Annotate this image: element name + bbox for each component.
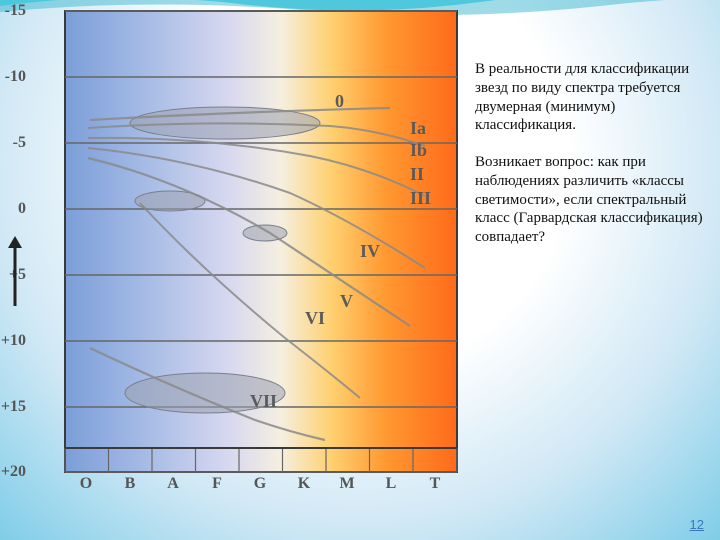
slide: -15 -10 -5 0 +5 +10 +15 +20 O B A F G K … xyxy=(0,0,720,540)
x-tick-label: K xyxy=(295,475,313,493)
paragraph-2: Возникает вопрос: как при наблюдениях ра… xyxy=(475,153,705,247)
x-tick-label: M xyxy=(338,475,356,493)
y-tick-label: +15 xyxy=(1,398,26,416)
hr-diagram: -15 -10 -5 0 +5 +10 +15 +20 O B A F G K … xyxy=(30,8,460,503)
x-tick-label: T xyxy=(426,475,444,493)
y-tick-label: +20 xyxy=(1,463,26,481)
paragraph-1: В реальности для классификации звезд по … xyxy=(475,60,705,135)
x-tick-label: L xyxy=(382,475,400,493)
explanatory-text: В реальности для классификации звезд по … xyxy=(475,60,705,265)
page-number: 12 xyxy=(690,517,704,532)
y-tick-label: -5 xyxy=(13,134,26,152)
y-tick-label: 0 xyxy=(18,200,26,218)
y-tick-label: -15 xyxy=(5,2,26,20)
x-tick-label: G xyxy=(251,475,269,493)
x-tick-label: A xyxy=(164,475,182,493)
hr-diagram-svg xyxy=(30,8,460,503)
x-tick-label: B xyxy=(121,475,139,493)
y-tick-label: +10 xyxy=(1,332,26,350)
y-tick-label: -10 xyxy=(5,68,26,86)
x-tick-label: F xyxy=(208,475,226,493)
x-tick-label: O xyxy=(77,475,95,493)
arrow-up-icon xyxy=(6,236,24,306)
